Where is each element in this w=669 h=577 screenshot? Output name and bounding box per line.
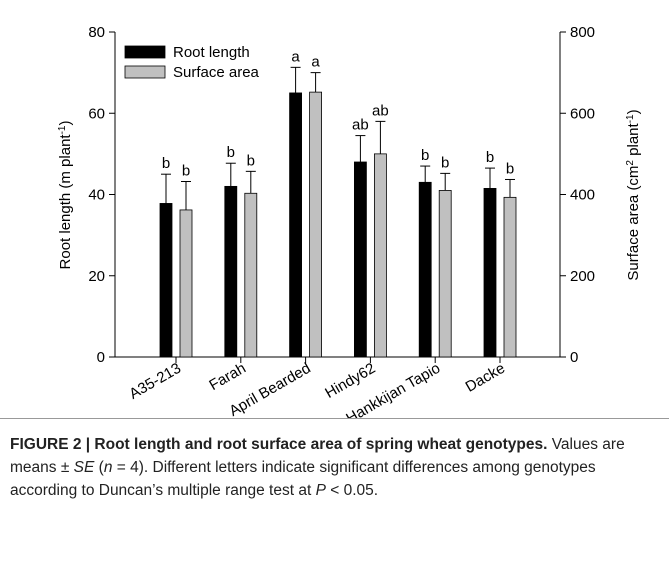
- x-tick-label: Farah: [206, 360, 248, 394]
- y-tick-label: 20: [88, 268, 105, 285]
- y2-tick-label: 800: [570, 24, 595, 41]
- y-tick-label: 40: [88, 187, 105, 204]
- significance-letter: a: [291, 48, 300, 65]
- significance-letter: ab: [372, 102, 389, 119]
- legend-swatch: [124, 65, 166, 79]
- y-axis-label: Root length (m plant-1): [57, 121, 75, 270]
- bar: [224, 185, 238, 358]
- bar: [159, 203, 173, 358]
- caption-rule: [0, 418, 669, 419]
- bar: [244, 192, 258, 358]
- significance-letter: ab: [352, 117, 369, 134]
- bar: [418, 181, 432, 358]
- bar: [503, 196, 517, 358]
- y2-label-part: -1: [625, 114, 636, 123]
- caption-text: P: [315, 482, 326, 499]
- bar: [483, 188, 497, 358]
- y2-tick-label: 400: [570, 187, 595, 204]
- significance-letter: b: [486, 149, 494, 166]
- legend-label: Root length: [173, 44, 250, 61]
- y2-label-part: plant: [625, 122, 642, 160]
- significance-letter: a: [311, 54, 320, 71]
- significance-letter: b: [421, 147, 429, 164]
- legend-swatch: [124, 45, 166, 59]
- chart: Root length (m plant-1) Surface area (cm…: [57, 24, 643, 427]
- bar: [179, 209, 193, 358]
- y2-label-part: 2: [625, 160, 636, 166]
- y2-tick-label: 0: [570, 349, 578, 366]
- significance-letter: b: [441, 154, 449, 171]
- significance-letter: b: [247, 152, 255, 169]
- y-tick-label: 0: [97, 349, 105, 366]
- legend-label: Surface area: [173, 64, 260, 81]
- caption-text: < 0.05.: [325, 482, 379, 499]
- bar: [289, 92, 303, 358]
- bar: [373, 153, 387, 358]
- y2-label-part: Surface area (cm: [625, 166, 642, 281]
- significance-letter: b: [227, 144, 235, 161]
- x-tick-label: Dacke: [463, 360, 508, 396]
- bar: [353, 161, 367, 358]
- significance-letter: b: [506, 160, 514, 177]
- caption-text: Values are means ±: [10, 436, 625, 476]
- y2-label-part: ): [625, 109, 642, 114]
- caption-title: FIGURE 2 | Root length and root surface …: [10, 436, 548, 453]
- y-label-part: ): [57, 121, 74, 126]
- x-tick-label: Hindy62: [322, 360, 378, 402]
- x-tick-label: A35-213: [126, 360, 184, 403]
- caption-text: n: [103, 459, 113, 476]
- y2-axis-label: Surface area (cm2 plant-1): [625, 109, 643, 280]
- y2-tick-label: 200: [570, 268, 595, 285]
- caption-text: (: [94, 459, 104, 476]
- significance-letter: b: [182, 163, 190, 180]
- y-label-part: -1: [57, 125, 68, 134]
- y-tick-label: 60: [88, 105, 105, 122]
- caption: FIGURE 2 | Root length and root surface …: [10, 433, 650, 502]
- y-label-part: Root length (m plant: [57, 134, 74, 270]
- caption-text: = 4). Different letters indicate signifi…: [10, 459, 596, 499]
- bar: [309, 91, 323, 358]
- y2-tick-label: 600: [570, 105, 595, 122]
- significance-letter: b: [162, 155, 170, 172]
- caption-text: SE: [73, 459, 95, 476]
- y-tick-label: 80: [88, 24, 105, 41]
- bar: [438, 190, 452, 358]
